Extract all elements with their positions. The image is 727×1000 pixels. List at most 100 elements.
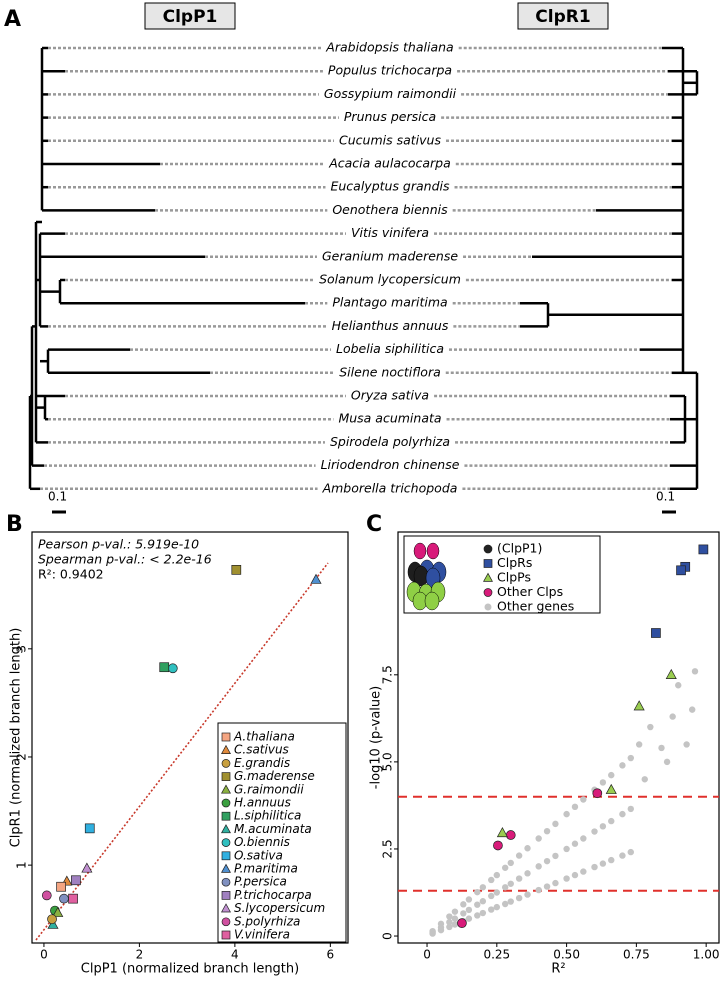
species-name: Cucumis sativus bbox=[339, 132, 441, 147]
legend-marker bbox=[221, 838, 231, 847]
y-tick-label: 5.0 bbox=[381, 752, 395, 771]
point bbox=[524, 891, 531, 898]
legend-label: L.siphilitica bbox=[234, 809, 301, 823]
point bbox=[608, 817, 615, 825]
x-tick-label: 6 bbox=[327, 948, 335, 962]
point bbox=[465, 906, 473, 914]
annotation: R²: 0.9402 bbox=[38, 567, 104, 582]
point bbox=[493, 840, 503, 851]
point bbox=[543, 827, 551, 835]
y-tick-label: 3 bbox=[15, 645, 29, 653]
legend-box bbox=[217, 722, 347, 943]
legend-marker bbox=[221, 798, 231, 808]
point bbox=[599, 860, 607, 867]
x-tick-label: 0 bbox=[40, 948, 48, 962]
point bbox=[493, 871, 501, 879]
point bbox=[465, 915, 473, 922]
species-name: Silene noctiflora bbox=[339, 364, 441, 379]
point bbox=[651, 628, 661, 638]
point bbox=[619, 810, 626, 818]
point bbox=[488, 892, 495, 900]
legend-label: G.raimondii bbox=[234, 782, 304, 796]
point bbox=[488, 906, 495, 913]
x-tick-label: 0.75 bbox=[623, 948, 650, 962]
point bbox=[641, 776, 648, 783]
point bbox=[446, 913, 453, 920]
point bbox=[479, 884, 487, 891]
point bbox=[627, 848, 634, 856]
point bbox=[507, 898, 514, 905]
legend-label: P.maritima bbox=[234, 862, 298, 876]
legend-label: Other genes bbox=[497, 599, 574, 614]
x-tick-label: 0.25 bbox=[483, 948, 510, 962]
legend-label: G.maderense bbox=[234, 769, 315, 783]
scale-label: 0.1 bbox=[48, 490, 67, 504]
legend-label: S.lycopersicum bbox=[234, 901, 325, 915]
species-name: Oenothera biennis bbox=[332, 202, 448, 217]
point bbox=[580, 835, 587, 842]
species-name: Geranium maderense bbox=[322, 248, 458, 263]
right-title: ClpR1 bbox=[535, 7, 590, 27]
species-name: Musa acuminata bbox=[338, 411, 441, 426]
point bbox=[68, 893, 78, 904]
point bbox=[591, 828, 598, 835]
legend-label: P.persica bbox=[234, 875, 287, 889]
point bbox=[663, 758, 671, 766]
y-tick-label: 2 bbox=[15, 753, 29, 761]
fit-line bbox=[35, 562, 329, 941]
point bbox=[496, 827, 508, 838]
y-axis-title: -log10 (p-value) bbox=[369, 686, 384, 789]
legend-label: Other Clps bbox=[497, 584, 563, 599]
point bbox=[592, 788, 603, 799]
legend-label: H.annuus bbox=[234, 796, 291, 810]
point bbox=[84, 823, 95, 834]
point bbox=[52, 906, 64, 917]
y-tick-label: 7.5 bbox=[381, 665, 395, 684]
header-box bbox=[144, 2, 236, 30]
point bbox=[675, 682, 682, 689]
point bbox=[515, 852, 523, 859]
point bbox=[571, 840, 579, 847]
point bbox=[446, 923, 453, 931]
legend-marker bbox=[484, 603, 492, 611]
point bbox=[479, 909, 487, 917]
species-name: Prunus persica bbox=[344, 109, 436, 124]
panel-label: B bbox=[6, 512, 23, 537]
point bbox=[563, 875, 570, 882]
point bbox=[698, 544, 709, 555]
point bbox=[647, 723, 654, 731]
legend-marker bbox=[221, 891, 231, 900]
point bbox=[231, 565, 242, 575]
point bbox=[493, 889, 501, 896]
legend-label: P.trichocarpa bbox=[234, 888, 312, 902]
x-tick-label: 4 bbox=[231, 948, 239, 962]
point bbox=[71, 875, 81, 886]
species-name: Eucalyptus grandis bbox=[330, 179, 450, 194]
legend-label: A.thaliana bbox=[233, 730, 295, 744]
legend-marker bbox=[221, 851, 231, 861]
species-name: Acacia aulacocarpa bbox=[328, 156, 451, 171]
legend-label: S.polyrhiza bbox=[234, 914, 300, 928]
panel-label: A bbox=[4, 7, 21, 32]
species-name: Solanum lycopersicum bbox=[319, 272, 461, 287]
point bbox=[437, 924, 445, 931]
x-axis-title: R² bbox=[551, 962, 565, 977]
point bbox=[451, 921, 459, 928]
point bbox=[627, 805, 634, 813]
point bbox=[493, 903, 501, 911]
point bbox=[479, 898, 487, 905]
point bbox=[543, 883, 551, 890]
point bbox=[571, 803, 579, 811]
point bbox=[474, 888, 481, 896]
point bbox=[501, 884, 509, 891]
point bbox=[457, 918, 467, 928]
legend-marker bbox=[221, 784, 231, 794]
legend-label: O.biennis bbox=[234, 835, 290, 849]
point bbox=[669, 713, 676, 720]
point bbox=[591, 863, 598, 871]
point bbox=[465, 896, 473, 903]
point bbox=[429, 929, 436, 936]
legend-marker bbox=[221, 903, 231, 913]
legend-label: M.acuminata bbox=[234, 822, 312, 836]
